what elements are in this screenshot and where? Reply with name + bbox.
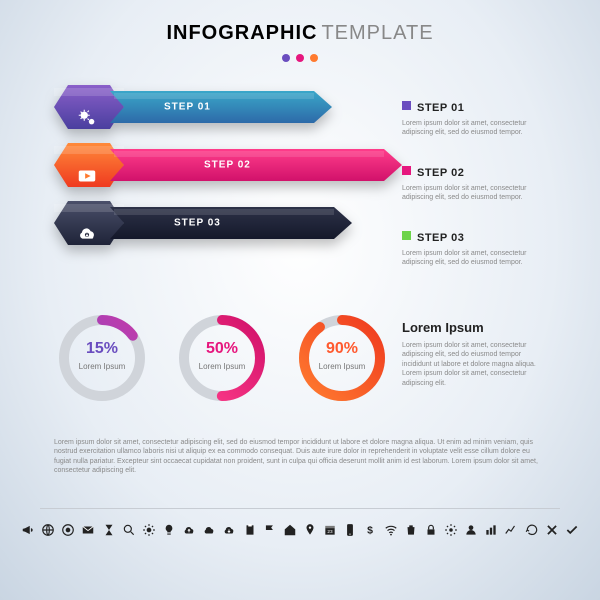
home-icon xyxy=(282,522,298,538)
ipsum-heading: Lorem Ipsum xyxy=(402,320,552,335)
legend-label: STEP 02 xyxy=(417,167,464,179)
arrow-label: STEP 03 xyxy=(174,218,221,229)
progress-ring: 15% Lorem Ipsum xyxy=(54,310,150,406)
legend-desc: Lorem ipsum dolor sit amet, consectetur … xyxy=(402,119,552,137)
dollar-icon: $ xyxy=(362,522,378,538)
check-icon xyxy=(564,522,580,538)
arrow-label: STEP 01 xyxy=(164,102,211,113)
legend-label: STEP 01 xyxy=(417,102,464,114)
bar-chart-icon xyxy=(483,522,499,538)
arrow-step: STEP 03 xyxy=(54,201,414,245)
legend-item: STEP 02 Lorem ipsum dolor sit amet, conse… xyxy=(402,163,552,202)
hourglass-icon xyxy=(101,522,117,538)
ring-pct: 15% xyxy=(54,340,150,358)
gear-icon xyxy=(141,522,157,538)
divider xyxy=(40,508,560,509)
ring-pct: 90% xyxy=(294,340,390,358)
title-dot xyxy=(310,54,318,62)
svg-text:$: $ xyxy=(367,525,373,537)
close-icon xyxy=(544,522,560,538)
legend-item: STEP 01 Lorem ipsum dolor sit amet, conse… xyxy=(402,98,552,137)
megaphone-icon xyxy=(20,522,36,538)
ipsum-block: Lorem Ipsum Lorem ipsum dolor sit amet, … xyxy=(402,320,552,388)
person-icon xyxy=(463,522,479,538)
ring-caption: Lorem Ipsum xyxy=(174,362,270,371)
arrow-steps: STEP 01 STEP 02 STEP 03 xyxy=(54,85,414,245)
flag-icon xyxy=(262,522,278,538)
calendar-icon: 23 xyxy=(322,522,338,538)
legend-desc: Lorem ipsum dolor sit amet, consectetur … xyxy=(402,249,552,267)
search-icon xyxy=(121,522,137,538)
cloud-up-icon xyxy=(181,522,197,538)
title-dot xyxy=(282,54,290,62)
line-chart-icon xyxy=(503,522,519,538)
ring-pct: 50% xyxy=(174,340,270,358)
settings-icon xyxy=(443,522,459,538)
wifi-icon xyxy=(383,522,399,538)
legend-square xyxy=(402,101,411,110)
cloud-icon xyxy=(201,522,217,538)
cloud-down-icon xyxy=(221,522,237,538)
target-icon xyxy=(60,522,76,538)
legend-desc: Lorem ipsum dolor sit amet, consectetur … xyxy=(402,184,552,202)
title: INFOGRAPHICTEMPLATE xyxy=(0,0,600,45)
legend-item: STEP 03 Lorem ipsum dolor sit amet, conse… xyxy=(402,228,552,267)
ring-caption: Lorem Ipsum xyxy=(54,362,150,371)
trash-icon xyxy=(403,522,419,538)
ipsum-body: Lorem ipsum dolor sit amet, consectetur … xyxy=(402,341,552,388)
arrow-step: STEP 02 xyxy=(54,143,414,187)
bulb-icon xyxy=(161,522,177,538)
title-bold: INFOGRAPHIC xyxy=(166,22,317,44)
title-light: TEMPLATE xyxy=(321,22,433,44)
arrow-step: STEP 01 xyxy=(54,85,414,129)
legend-square xyxy=(402,166,411,175)
legend: STEP 01 Lorem ipsum dolor sit amet, conse… xyxy=(402,98,552,294)
progress-rings: 15% Lorem Ipsum 50% Lorem Ipsum 90% Lore… xyxy=(54,310,390,406)
clipboard-icon xyxy=(242,522,258,538)
lock-icon xyxy=(423,522,439,538)
footer-text: Lorem ipsum dolor sit amet, consectetur … xyxy=(54,438,546,476)
title-dots xyxy=(0,49,600,67)
progress-ring: 50% Lorem Ipsum xyxy=(174,310,270,406)
pin-icon xyxy=(302,522,318,538)
arrow-label: STEP 02 xyxy=(204,160,251,171)
legend-label: STEP 03 xyxy=(417,232,464,244)
refresh-icon xyxy=(524,522,540,538)
progress-ring: 90% Lorem Ipsum xyxy=(294,310,390,406)
title-dot xyxy=(296,54,304,62)
ring-caption: Lorem Ipsum xyxy=(294,362,390,371)
icon-row: 23 $ xyxy=(20,522,580,538)
svg-text:23: 23 xyxy=(328,529,334,534)
mail-icon xyxy=(80,522,96,538)
phone-icon xyxy=(342,522,358,538)
legend-square xyxy=(402,231,411,240)
globe-icon xyxy=(40,522,56,538)
